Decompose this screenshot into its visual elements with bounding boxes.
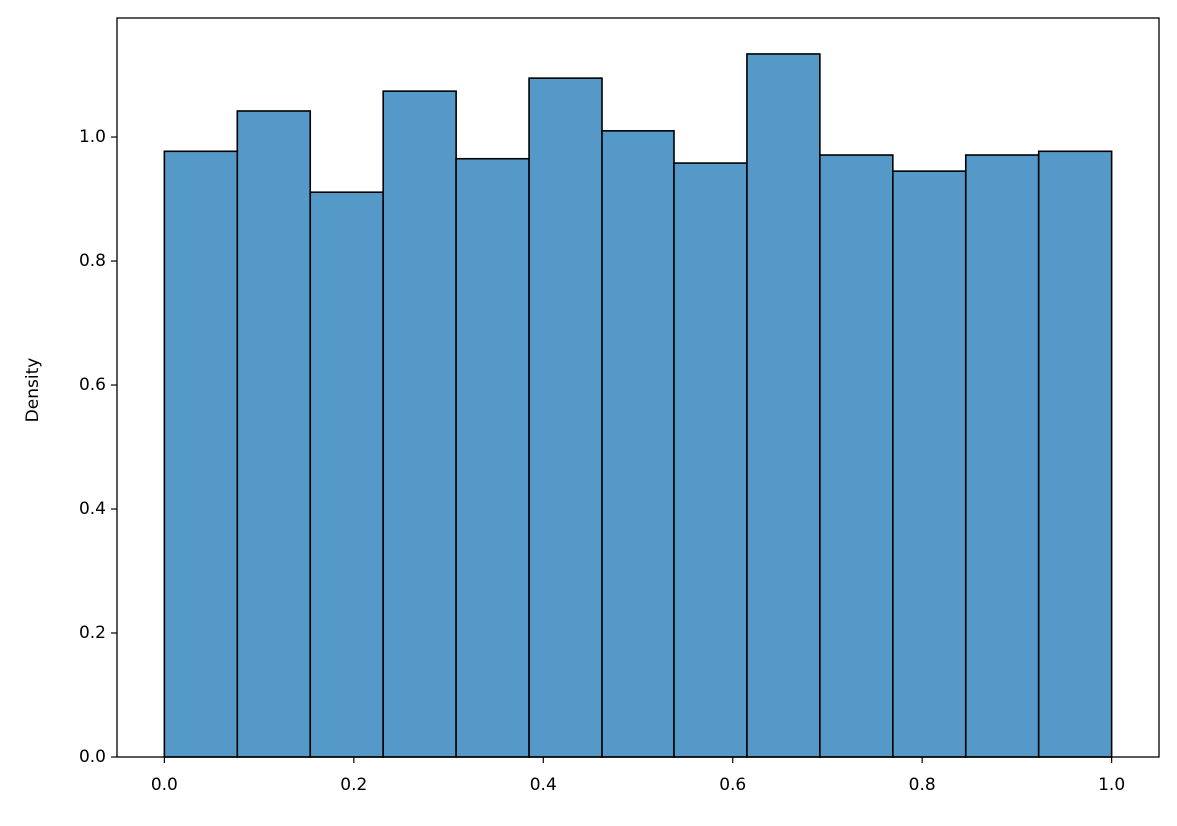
bar	[964, 154, 1040, 758]
bar	[163, 150, 239, 758]
bar	[601, 130, 675, 758]
x-tick-label: 0.6	[719, 775, 746, 795]
x-tick-label: 0.4	[530, 775, 557, 795]
bar	[892, 170, 967, 758]
bar	[382, 90, 457, 758]
y-tick-label: 0.2	[79, 623, 106, 643]
bar	[455, 157, 530, 758]
bar	[746, 53, 821, 758]
y-tick-label: 0.4	[79, 499, 106, 519]
y-axis-label: Density	[23, 358, 43, 423]
x-tick-label: 1.0	[1098, 775, 1125, 795]
y-tick-label: 0.8	[79, 251, 106, 271]
bar	[673, 162, 748, 758]
bar	[1037, 150, 1113, 758]
bar	[528, 77, 603, 758]
plot-frame	[116, 17, 1160, 758]
bar	[236, 110, 312, 758]
bar	[819, 154, 894, 758]
y-tick-label: 0.0	[79, 747, 106, 767]
x-tick-label: 0.0	[151, 775, 178, 795]
x-tick-label: 0.2	[340, 775, 367, 795]
y-tick-label: 0.6	[79, 375, 106, 395]
y-tick-label: 1.0	[79, 127, 106, 147]
x-tick-label: 0.8	[909, 775, 936, 795]
bar	[309, 191, 384, 758]
